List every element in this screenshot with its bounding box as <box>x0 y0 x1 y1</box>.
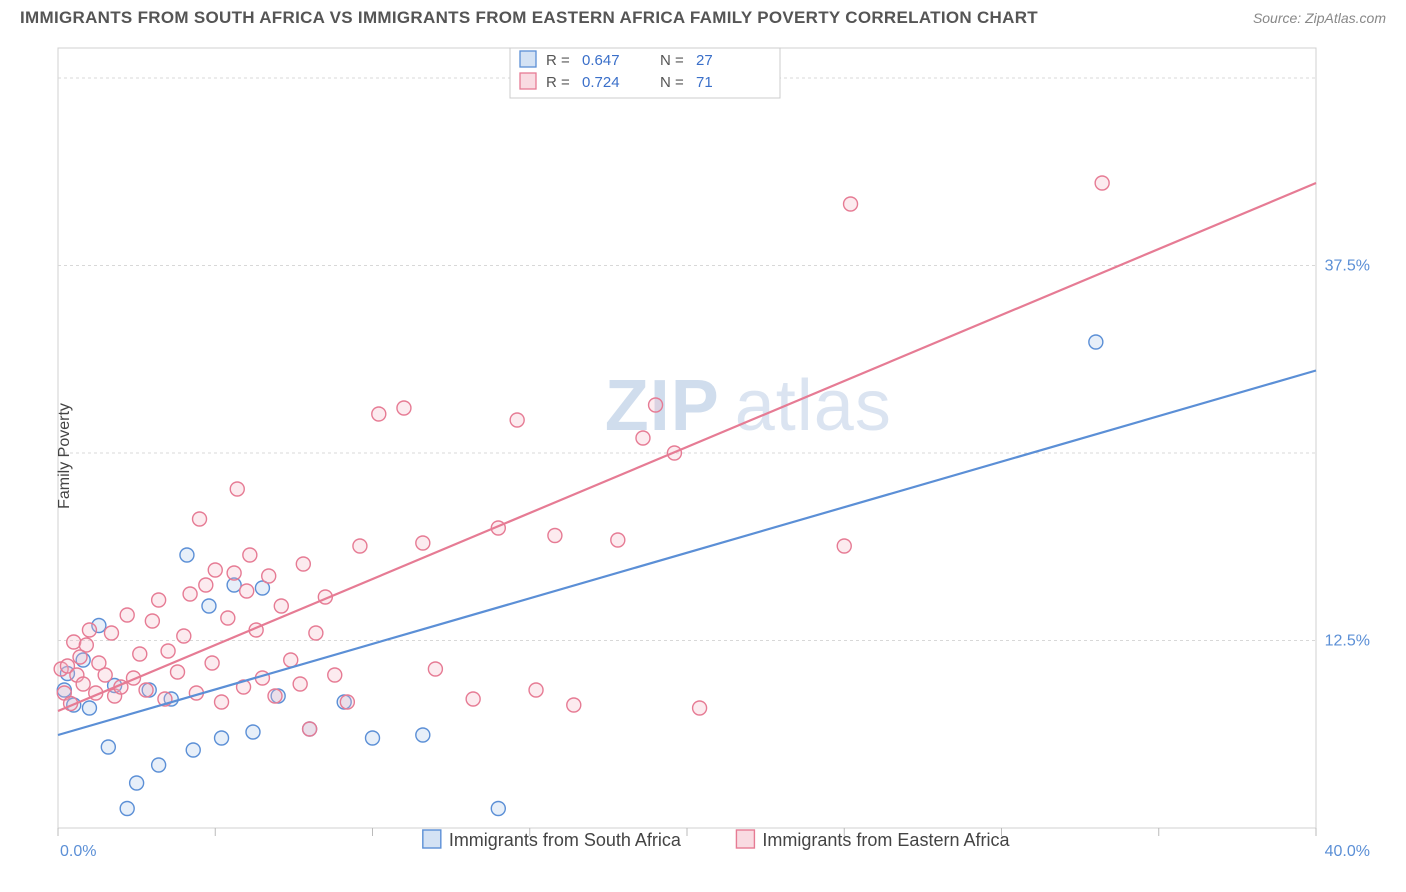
svg-text:0.647: 0.647 <box>582 52 620 69</box>
svg-text:R =: R = <box>546 74 570 91</box>
svg-text:N =: N = <box>660 52 684 69</box>
svg-text:71: 71 <box>696 74 713 91</box>
legend-swatch-0 <box>423 830 441 848</box>
source-attribution: Source: ZipAtlas.com <box>1253 8 1386 26</box>
legend-swatch-1 <box>736 830 754 848</box>
y-tick-label: 12.5% <box>1325 633 1370 650</box>
legend-label-0: Immigrants from South Africa <box>449 830 682 850</box>
x-tick-label-max: 40.0% <box>1325 843 1370 860</box>
svg-text:N =: N = <box>660 74 684 91</box>
svg-text:R =: R = <box>546 52 570 69</box>
svg-text:27: 27 <box>696 52 713 69</box>
svg-text:0.724: 0.724 <box>582 74 620 91</box>
y-axis-label: Family Poverty <box>56 403 74 509</box>
y-tick-label: 37.5% <box>1325 258 1370 275</box>
chart-title: IMMIGRANTS FROM SOUTH AFRICA VS IMMIGRAN… <box>20 8 1038 28</box>
legend-label-1: Immigrants from Eastern Africa <box>762 830 1010 850</box>
svg-text:atlas: atlas <box>735 366 892 446</box>
x-tick-label-min: 0.0% <box>60 843 96 860</box>
legend-stats: R = 0.647 N = 27 R = 0.724 N = 71 <box>510 48 780 98</box>
chart-container: Family Poverty 12.5%37.5%ZIPatlas0.0%40.… <box>50 40 1386 872</box>
scatter-chart: 12.5%37.5%ZIPatlas0.0%40.0%R =0.647N =27… <box>50 40 1386 872</box>
